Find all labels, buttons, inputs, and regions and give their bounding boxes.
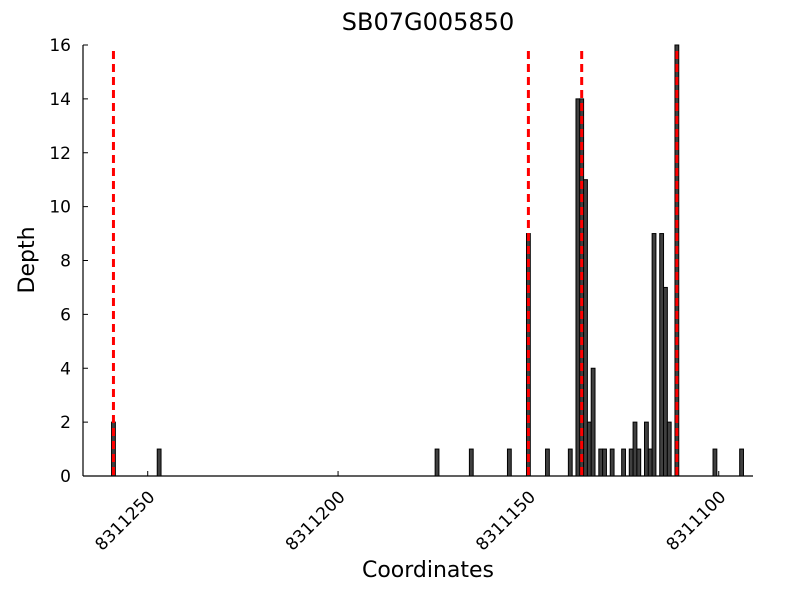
- bar: [621, 448, 626, 477]
- bar: [586, 421, 592, 477]
- bar: [598, 448, 604, 477]
- bar: [545, 448, 550, 477]
- bar: [632, 421, 638, 477]
- bar: [506, 448, 512, 477]
- x-axis-label: Coordinates: [362, 558, 494, 583]
- bar: [434, 448, 440, 477]
- y-tick-label: 2: [60, 413, 71, 433]
- y-axis-label: Depth: [15, 226, 40, 293]
- x-tick-label: 8311150: [472, 487, 540, 555]
- bar: [739, 448, 744, 477]
- x-tick-label: 8311200: [282, 487, 350, 555]
- x-tick-label: 8311250: [92, 487, 160, 555]
- bar: [156, 448, 162, 477]
- y-tick-label: 12: [49, 144, 71, 164]
- bar: [590, 367, 596, 477]
- bar: [663, 286, 668, 477]
- chart-title: SB07G005850: [342, 8, 514, 36]
- y-tick-label: 14: [49, 90, 71, 110]
- y-tick-label: 8: [60, 252, 71, 272]
- y-tick-label: 10: [49, 198, 71, 218]
- bar: [647, 448, 653, 477]
- bar: [651, 233, 657, 477]
- bar: [602, 448, 607, 477]
- bar: [666, 421, 672, 477]
- bar: [567, 448, 573, 477]
- bar: [583, 179, 588, 477]
- bar: [712, 448, 718, 477]
- y-tick-label: 4: [60, 359, 71, 379]
- bar: [468, 448, 474, 477]
- y-tick-label: 16: [49, 36, 71, 56]
- bar: [636, 448, 642, 477]
- x-tick-label: 8311100: [663, 487, 731, 555]
- bar: [644, 421, 649, 477]
- y-tick-label: 0: [60, 467, 71, 487]
- y-tick-label: 6: [60, 305, 71, 325]
- bar: [609, 448, 615, 477]
- bar: [575, 98, 581, 477]
- bar: [659, 233, 665, 477]
- bar: [628, 448, 634, 477]
